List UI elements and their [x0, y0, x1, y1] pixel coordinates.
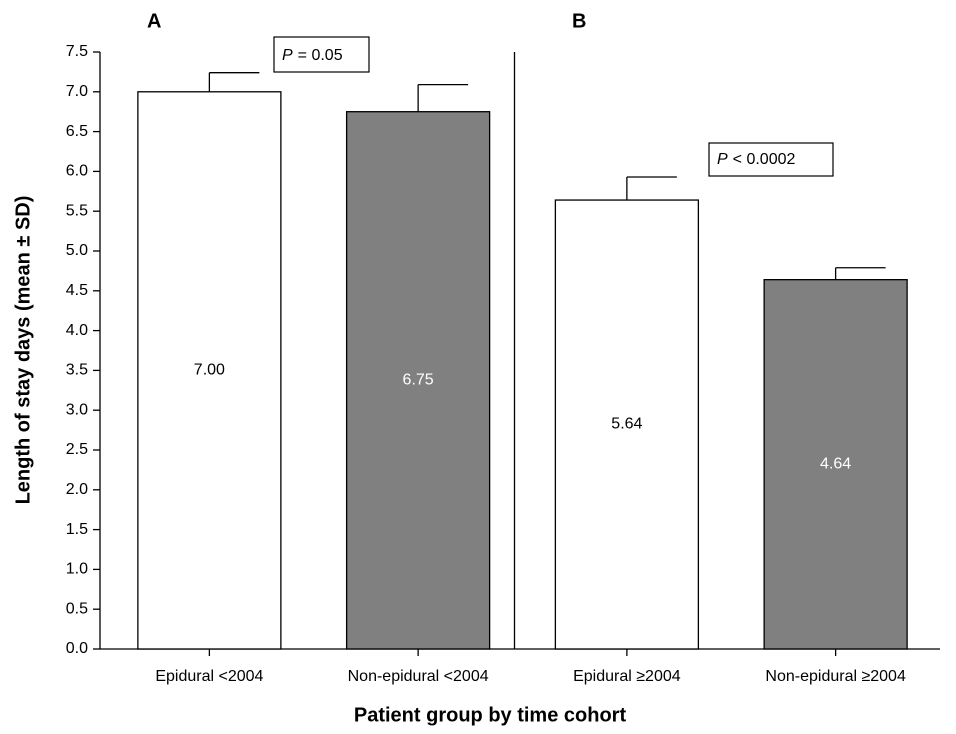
- y-tick-label: 6.0: [66, 163, 88, 180]
- annotation-text: = 0.05: [298, 47, 343, 64]
- value-label: 4.64: [820, 456, 851, 473]
- y-tick-label: 0.5: [66, 600, 88, 617]
- bar: [554, 199, 700, 650]
- annotation: P = 0.05: [282, 47, 343, 64]
- y-tick-label: 7.5: [66, 43, 88, 60]
- x-tick-label: Epidural <2004: [155, 668, 263, 685]
- y-tick-label: 1.5: [66, 521, 88, 538]
- y-tick-label: 2.0: [66, 481, 88, 498]
- bar: [763, 279, 908, 650]
- y-tick-label: 3.5: [66, 362, 88, 379]
- annotation-box: [273, 36, 370, 73]
- bar: [137, 91, 282, 650]
- y-tick-label: 6.5: [66, 123, 88, 140]
- value-label: 6.75: [403, 372, 434, 389]
- panel-label: A: [147, 10, 161, 32]
- annotation-symbol: P: [717, 151, 728, 168]
- y-tick-label: 5.0: [66, 242, 88, 259]
- x-axis-label: Patient group by time cohort: [354, 704, 627, 726]
- y-tick-label: 4.5: [66, 282, 88, 299]
- y-tick-label: 1.0: [66, 561, 88, 578]
- y-tick-label: 7.0: [66, 83, 88, 100]
- annotation: P < 0.0002: [717, 151, 796, 168]
- bar: [345, 111, 491, 650]
- y-tick-label: 5.5: [66, 202, 88, 219]
- y-axis-label: Length of stay days (mean ± SD): [12, 196, 34, 505]
- y-tick-label: 2.5: [66, 441, 88, 458]
- x-tick-label: Non-epidural ≥2004: [765, 668, 906, 685]
- y-tick-label: 4.0: [66, 322, 88, 339]
- x-tick-label: Non-epidural <2004: [348, 668, 489, 685]
- annotation-text: < 0.0002: [733, 151, 796, 168]
- panel-label: B: [572, 10, 586, 32]
- annotation-symbol: P: [282, 47, 293, 64]
- value-label: 7.00: [194, 362, 225, 379]
- y-tick-label: 0.0: [66, 640, 88, 657]
- y-tick-label: 3.0: [66, 401, 88, 418]
- value-label: 5.64: [611, 416, 642, 433]
- x-tick-label: Epidural ≥2004: [573, 668, 681, 685]
- annotation-box: [708, 142, 834, 177]
